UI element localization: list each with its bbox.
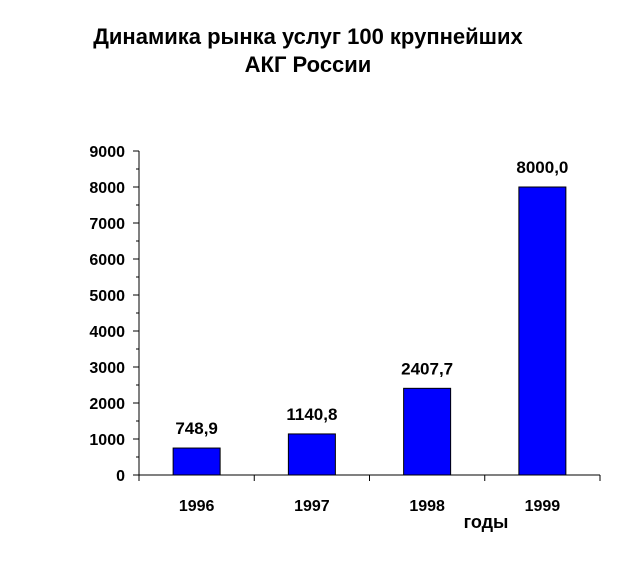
x-tick-label-1998: 1998 <box>409 498 445 515</box>
chart-title-line-1: Динамика рынка услуг 100 крупнейших <box>93 24 523 49</box>
y-tick-label-0: 0 <box>116 468 125 485</box>
value-label-1997: 1140,8 <box>286 405 337 424</box>
x-axis-label: годы <box>464 512 509 532</box>
x-tick-label-1997: 1997 <box>294 498 330 515</box>
y-tick-label-5000: 5000 <box>89 288 125 305</box>
chart-title-line-2: АКГ России <box>245 52 372 77</box>
bar-1997 <box>287 433 336 476</box>
value-label-1996: 748,9 <box>175 419 218 438</box>
bar-1998 <box>403 387 452 476</box>
y-tick-label-4000: 4000 <box>89 324 125 341</box>
y-tick-label-3000: 3000 <box>89 360 125 377</box>
y-tick-label-8000: 8000 <box>89 180 125 197</box>
x-tick-label-1996: 1996 <box>179 498 215 515</box>
y-tick-label-2000: 2000 <box>89 396 125 413</box>
plot-area: 0 1000 2000 3000 4000 5000 6000 7000 8000 9000 748… <box>89 144 601 515</box>
y-tick-label-9000: 9000 <box>89 144 125 161</box>
value-label-1999: 8000,0 <box>516 158 568 177</box>
y-tick-label-1000: 1000 <box>89 432 125 449</box>
value-label-1998: 2407,7 <box>401 359 453 378</box>
y-tick-label-7000: 7000 <box>89 216 125 233</box>
bar-1996 <box>172 447 221 476</box>
y-tick-label-6000: 6000 <box>89 252 125 269</box>
bar-1999 <box>518 186 567 476</box>
x-tick-label-1999: 1999 <box>525 498 561 515</box>
